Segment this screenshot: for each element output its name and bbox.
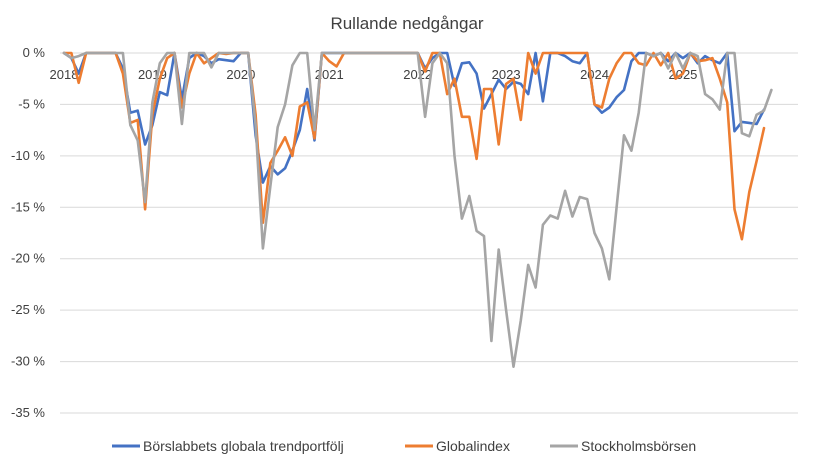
legend-label: Börslabbets globala trendportfölj [143,438,344,454]
y-tick-label: -10 % [11,148,45,163]
y-tick-label: -35 % [11,405,45,420]
y-tick-label: -25 % [11,302,45,317]
y-tick-label: -15 % [11,199,45,214]
series-lines [62,51,773,369]
legend: Börslabbets globala trendportfölj Globali… [112,438,696,454]
y-tick-label: -30 % [11,354,45,369]
x-tick-label: 2022 [403,67,432,82]
y-axis-ticks: 0 % -5 % -10 % -15 % -20 % -25 % -30 % -35 % [11,45,45,420]
gridlines [60,52,798,414]
x-tick-label: 2021 [315,67,344,82]
y-tick-label: 0 % [23,45,46,60]
legend-label: Globalindex [436,438,510,454]
x-axis-ticks: 2018 2019 2020 2021 2022 2023 2024 2025 [50,67,698,82]
x-tick-label: 2023 [492,67,521,82]
x-tick-label: 2024 [580,67,609,82]
x-tick-label: 2018 [50,67,79,82]
x-tick-label: 2020 [226,67,255,82]
y-tick-label: -20 % [11,251,45,266]
legend-label: Stockholmsbörsen [581,438,696,454]
series-line-3 [62,51,773,369]
y-tick-label: -5 % [18,96,45,111]
chart-title: Rullande nedgångar [330,14,483,33]
